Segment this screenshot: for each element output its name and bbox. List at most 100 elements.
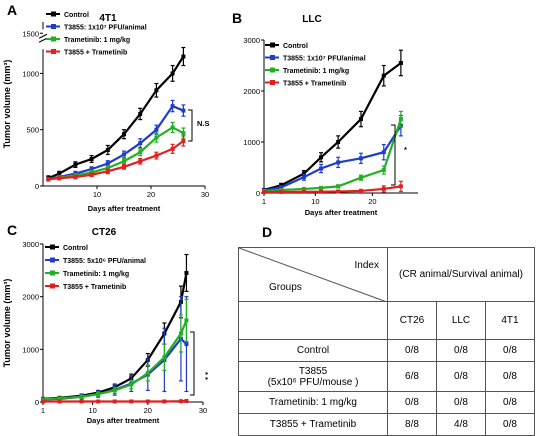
table-row-label: T3855 + Trametinib (238, 413, 388, 436)
data-point (154, 135, 159, 140)
data-point (398, 117, 403, 122)
data-point (184, 318, 189, 323)
table-corner-diagonal (239, 248, 387, 302)
legend-label: T3855 + Trametinib (63, 284, 126, 291)
table-row-label-line2: (5x10⁶ PFU/mouse ) (267, 376, 359, 388)
data-point (122, 159, 126, 164)
data-point (154, 88, 159, 93)
table-cell: 0/8 (436, 361, 486, 392)
data-point (301, 189, 306, 194)
table-col-header: CT26 (387, 301, 437, 340)
data-point (181, 131, 186, 136)
y-tick-label: 500 (26, 126, 39, 135)
table-cell: 0/8 (485, 413, 535, 436)
table-cell: 8/8 (387, 413, 437, 436)
y-tick-label: 0 (35, 182, 39, 191)
data-point (170, 125, 175, 130)
table-row-label: Trametinib: 1 mg/kg (238, 391, 388, 414)
data-point (105, 165, 110, 170)
series-line (43, 399, 187, 403)
panel-label-d: D (262, 224, 273, 240)
legend-label: T3855: 1x10⁷ PFU/animal (283, 56, 366, 63)
data-point (319, 166, 324, 171)
data-point (398, 60, 403, 65)
y-axis-label: Tumor volume (mm³) (2, 279, 12, 368)
series-line (48, 104, 184, 181)
legend-label: Trametinib: 1 mg/kg (283, 68, 349, 75)
y-tick-label: 0 (35, 398, 39, 407)
data-point (79, 399, 84, 404)
data-point (138, 141, 143, 146)
data-point (279, 189, 284, 194)
legend-swatch-marker (270, 42, 275, 48)
data-point (89, 172, 94, 177)
data-point (138, 150, 143, 155)
table-cell: 0/8 (485, 339, 535, 362)
data-point (154, 127, 159, 132)
data-point (301, 175, 306, 180)
data-point (129, 382, 134, 387)
table-cell: 0/8 (436, 339, 486, 362)
data-point (41, 399, 45, 404)
legend-swatch-marker (50, 244, 55, 250)
cr-survival-table: Index Groups (CR animal/Survival animal)… (238, 247, 535, 436)
data-point (358, 156, 363, 161)
data-point (398, 184, 403, 189)
axis-break-mark (38, 33, 48, 39)
legend-swatch-marker (270, 55, 275, 60)
data-point (89, 167, 94, 172)
data-point (170, 146, 175, 151)
axis-break-mark (38, 37, 48, 43)
data-point (319, 155, 324, 160)
legend-label: Control (63, 245, 88, 252)
data-point (170, 71, 175, 76)
x-tick-label: 10 (88, 406, 96, 415)
y-tick-label: 1500 (22, 29, 39, 38)
data-point (162, 399, 167, 404)
series-line (42, 319, 188, 401)
significance-bracket (391, 124, 396, 186)
data-point (57, 176, 62, 181)
data-point (79, 394, 84, 399)
data-point (145, 399, 150, 404)
legend-label: Control (64, 12, 89, 19)
table-header-groups: Groups (269, 282, 302, 293)
x-tick-label: 10 (93, 190, 101, 199)
data-point (178, 331, 183, 336)
y-tick-label: 0 (256, 189, 260, 198)
data-point (73, 174, 78, 179)
data-point (57, 399, 62, 404)
y-tick-label: 2000 (243, 87, 260, 96)
data-point (122, 132, 126, 137)
data-point (181, 138, 186, 143)
table-corner-cell: Index Groups (238, 247, 388, 302)
data-point (73, 162, 78, 167)
y-tick-label: 3000 (22, 240, 39, 249)
legend-swatch-marker (51, 49, 56, 54)
x-tick-label: 1 (41, 406, 45, 415)
data-point (279, 185, 284, 190)
chart-title: CT26 (92, 227, 117, 238)
data-point (178, 399, 183, 404)
data-point (184, 342, 189, 347)
data-point (358, 175, 363, 180)
series-line (263, 125, 402, 192)
legend-label: Trametinib: 1 mg/kg (64, 37, 130, 44)
data-point (336, 160, 341, 165)
table-row-label-line1: T3855 (298, 365, 328, 377)
x-tick-label: 30 (199, 406, 207, 415)
table-cell: 0/8 (387, 391, 437, 414)
x-axis-label: Days after treatment (305, 208, 378, 217)
chart-title: 4T1 (99, 13, 117, 24)
y-tick-label: 2000 (22, 293, 39, 302)
series-line (263, 118, 402, 193)
data-point (41, 397, 45, 402)
legend-swatch-marker (270, 80, 275, 85)
data-point (105, 161, 110, 166)
y-axis-label: Tumor volume (mm³) (2, 60, 12, 149)
series-line (48, 126, 184, 181)
data-point (381, 186, 386, 191)
data-point (112, 388, 117, 393)
table-cell: 0/8 (436, 391, 486, 414)
legend-label: Control (283, 43, 308, 50)
